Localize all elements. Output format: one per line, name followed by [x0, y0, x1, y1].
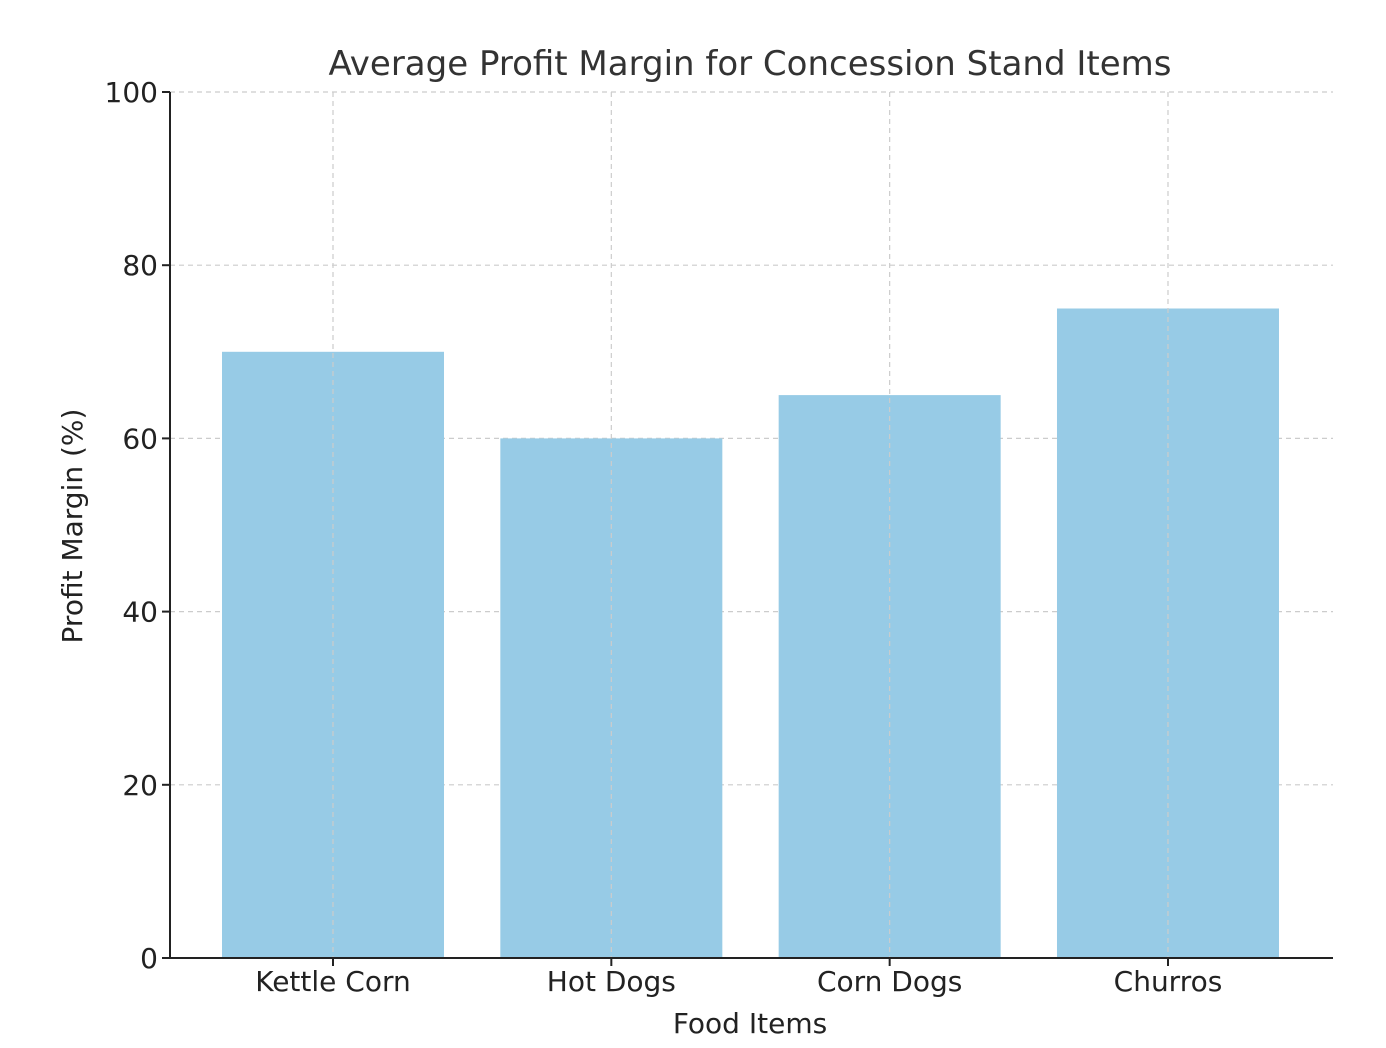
x-axis-label: Food Items [673, 1007, 827, 1040]
y-tick-label: 20 [122, 769, 158, 802]
tick-labels: 0 20 40 60 80 100 Kettle Corn Hot Dogs Corn Dogs… [105, 76, 1223, 998]
y-tick-label: 80 [122, 249, 158, 282]
y-tick-label: 100 [105, 76, 158, 109]
x-tick-label: Hot Dogs [547, 965, 676, 998]
bars [222, 308, 1279, 959]
chart-title: Average Profit Margin for Concession Sta… [329, 44, 1172, 84]
y-tick-label: 60 [122, 422, 158, 455]
y-tick-label: 0 [140, 942, 158, 975]
vertical-grid [332, 92, 1169, 958]
y-axis-label: Profit Margin (%) [56, 409, 89, 644]
y-tick-label: 40 [122, 596, 158, 629]
x-tick-label: Churros [1114, 965, 1223, 998]
x-tick-label: Kettle Corn [255, 965, 411, 998]
x-tick-label: Corn Dogs [817, 965, 962, 998]
axes [169, 92, 1333, 959]
